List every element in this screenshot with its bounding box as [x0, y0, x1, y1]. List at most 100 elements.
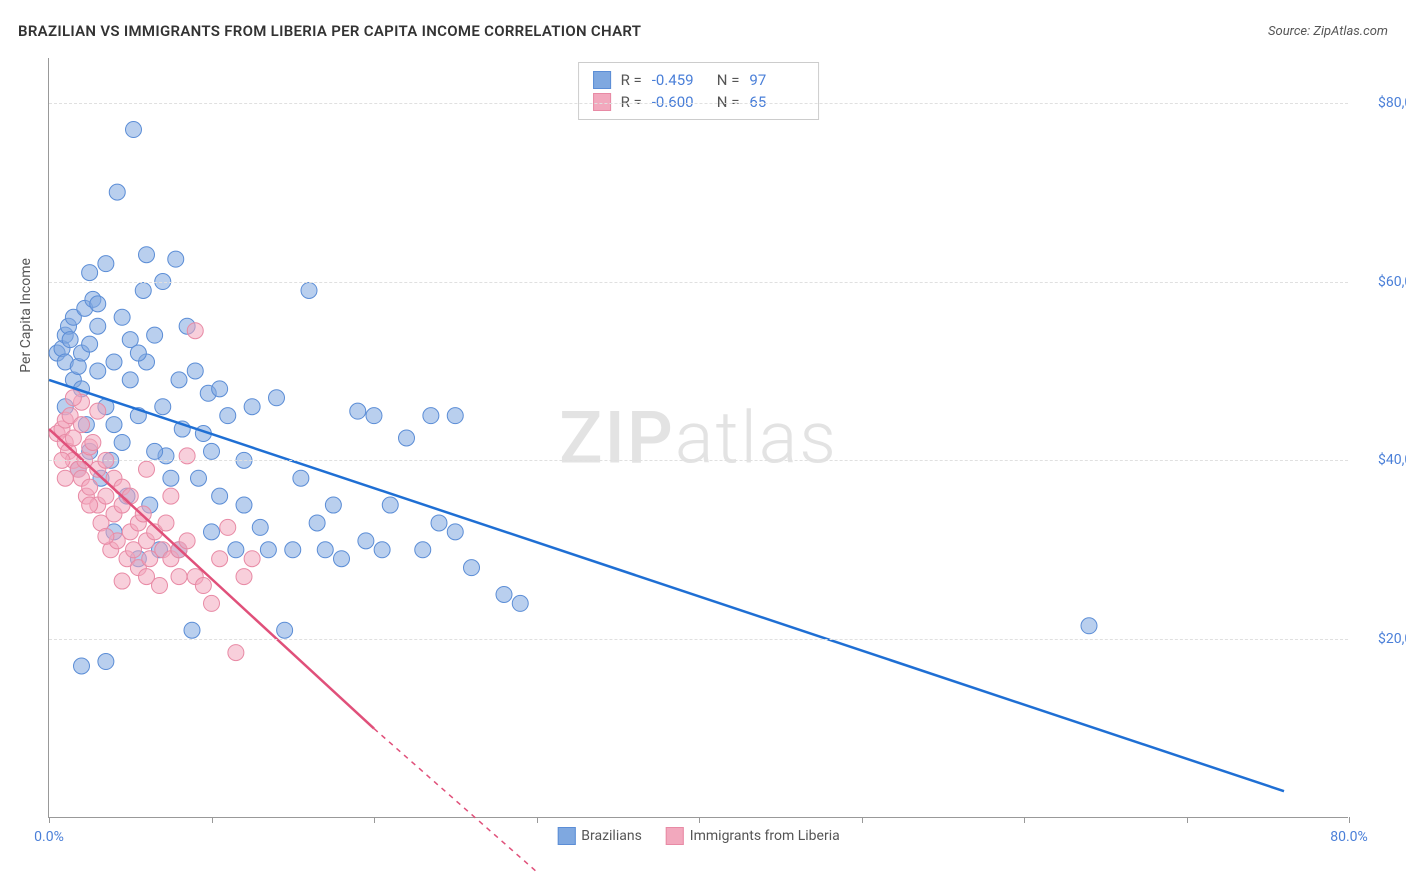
data-point: [106, 417, 122, 433]
data-point: [168, 251, 184, 267]
trend-line-dashed: [374, 729, 537, 872]
data-point: [301, 282, 317, 298]
data-point: [260, 542, 276, 558]
grid-line: [49, 639, 1348, 640]
data-point: [277, 622, 293, 638]
data-point: [187, 323, 203, 339]
data-point: [366, 408, 382, 424]
trend-line: [49, 429, 374, 729]
data-point: [139, 247, 155, 263]
trend-line: [49, 380, 1284, 791]
data-point: [90, 296, 106, 312]
x-tick: [212, 817, 213, 823]
legend-label-0: Brazilians: [581, 828, 642, 844]
data-point: [512, 595, 528, 611]
data-point: [317, 542, 333, 558]
data-point: [85, 434, 101, 450]
bottom-legend: Brazilians Immigrants from Liberia: [557, 827, 839, 845]
data-point: [114, 573, 130, 589]
data-point: [212, 381, 228, 397]
r-label: R =: [621, 71, 642, 89]
x-tick-label: 80.0%: [1330, 829, 1368, 845]
data-point: [204, 524, 220, 540]
x-tick: [537, 817, 538, 823]
data-point: [382, 497, 398, 513]
correlation-legend: R = -0.459 N = 97 R = -0.600 N = 65: [578, 62, 820, 120]
data-point: [184, 622, 200, 638]
data-point: [204, 443, 220, 459]
data-point: [447, 524, 463, 540]
y-tick-label: $60,000: [1358, 274, 1406, 290]
data-point: [431, 515, 447, 531]
data-point: [244, 399, 260, 415]
data-point: [135, 282, 151, 298]
chart-header: BRAZILIAN VS IMMIGRANTS FROM LIBERIA PER…: [18, 22, 1388, 40]
data-point: [82, 497, 98, 513]
x-tick: [862, 817, 863, 823]
data-point: [228, 542, 244, 558]
r-value-0: -0.459: [652, 71, 707, 89]
x-tick: [49, 817, 50, 823]
data-point: [252, 519, 268, 535]
data-point: [236, 497, 252, 513]
data-point: [74, 417, 90, 433]
legend-row-brazilians: R = -0.459 N = 97: [593, 69, 805, 91]
x-tick: [1024, 817, 1025, 823]
x-tick: [1187, 817, 1188, 823]
data-point: [496, 586, 512, 602]
y-tick-label: $40,000: [1358, 452, 1406, 468]
chart-plot-area: ZIPatlas R = -0.459 N = 97 R = -0.600 N …: [48, 58, 1348, 818]
data-point: [62, 332, 78, 348]
data-point: [447, 408, 463, 424]
data-point: [98, 528, 114, 544]
data-point: [98, 654, 114, 670]
scatter-svg: [49, 58, 1348, 817]
data-point: [212, 551, 228, 567]
data-point: [179, 533, 195, 549]
swatch-pink: [666, 827, 684, 845]
data-point: [464, 560, 480, 576]
data-point: [122, 488, 138, 504]
data-point: [187, 363, 203, 379]
data-point: [415, 542, 431, 558]
data-point: [220, 408, 236, 424]
data-point: [179, 448, 195, 464]
data-point: [1081, 618, 1097, 634]
data-point: [122, 372, 138, 388]
data-point: [90, 403, 106, 419]
x-tick: [699, 817, 700, 823]
data-point: [114, 434, 130, 450]
data-point: [126, 122, 142, 138]
data-point: [191, 470, 207, 486]
x-tick: [1349, 817, 1350, 823]
swatch-blue: [593, 71, 611, 89]
y-tick-label: $80,000: [1358, 95, 1406, 111]
data-point: [158, 515, 174, 531]
data-point: [139, 461, 155, 477]
data-point: [244, 551, 260, 567]
data-point: [155, 399, 171, 415]
x-tick-label: 0.0%: [34, 829, 64, 845]
data-point: [57, 470, 73, 486]
data-point: [109, 184, 125, 200]
grid-line: [49, 103, 1348, 104]
data-point: [325, 497, 341, 513]
data-point: [293, 470, 309, 486]
chart-title: BRAZILIAN VS IMMIGRANTS FROM LIBERIA PER…: [18, 22, 641, 40]
n-value-0: 97: [749, 71, 804, 89]
data-point: [228, 645, 244, 661]
data-point: [152, 578, 168, 594]
data-point: [399, 430, 415, 446]
data-point: [195, 578, 211, 594]
x-tick: [374, 817, 375, 823]
source-label: Source: ZipAtlas.com: [1268, 24, 1388, 39]
data-point: [350, 403, 366, 419]
data-point: [220, 519, 236, 535]
y-axis-title: Per Capita Income: [18, 258, 34, 373]
grid-line: [49, 460, 1348, 461]
data-point: [114, 309, 130, 325]
data-point: [82, 265, 98, 281]
grid-line: [49, 282, 1348, 283]
n-label: N =: [717, 71, 740, 89]
data-point: [309, 515, 325, 531]
